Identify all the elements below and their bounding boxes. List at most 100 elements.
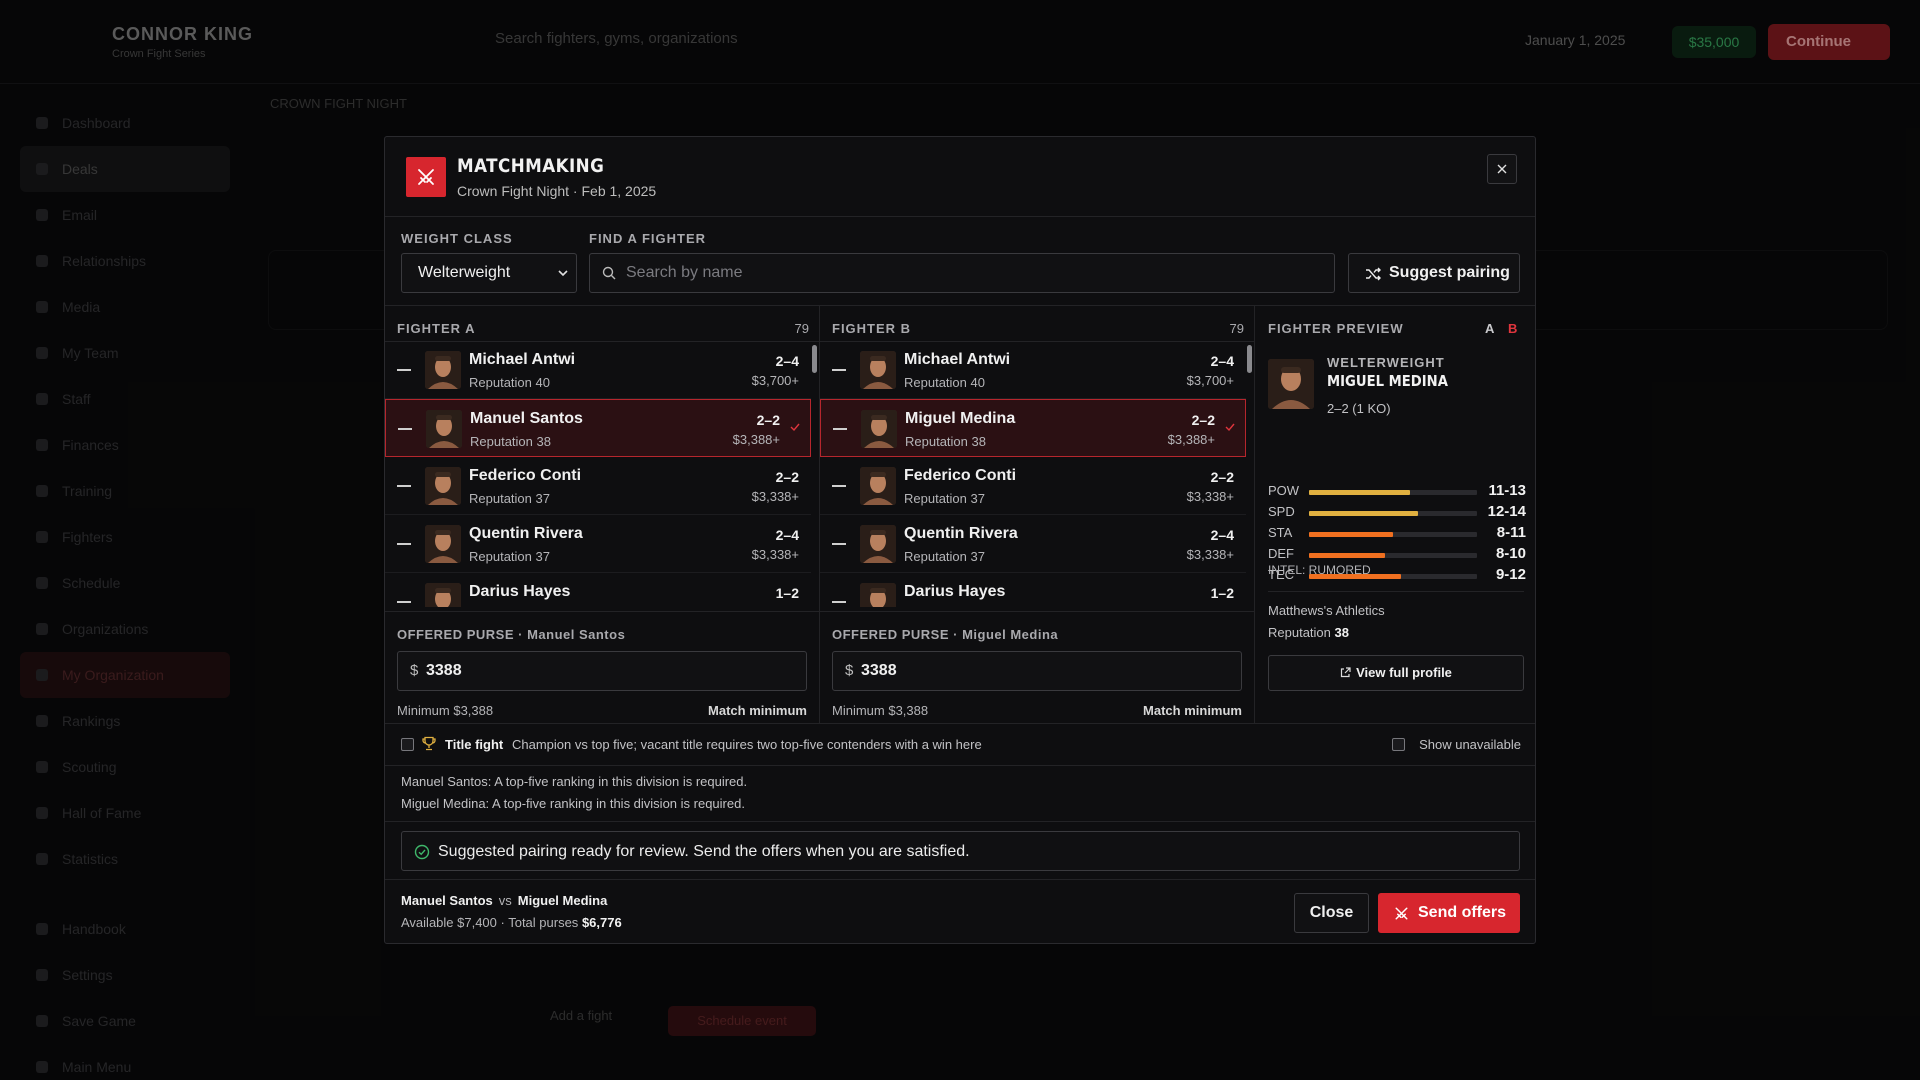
fighter-a-purse-input[interactable] — [426, 652, 796, 690]
sidebar-item: Fighters — [20, 514, 230, 560]
fighter-b-purse-label: OFFERED PURSE · Miguel Medina — [832, 627, 1059, 642]
fighter-price: $3,700+ — [751, 373, 799, 388]
fighter-avatar — [425, 583, 461, 607]
fighter-row[interactable]: Federico Conti Reputation 37 2–2 $3,338+ — [820, 457, 1246, 515]
add-fight-button: Add a fight — [550, 1008, 613, 1023]
stat-row: POW 11-13 — [1268, 482, 1526, 501]
check-icon — [790, 423, 800, 432]
column-divider — [819, 305, 820, 723]
fighter-row[interactable]: Federico Conti Reputation 37 2–2 $3,338+ — [385, 457, 811, 515]
weight-class-label: WEIGHT CLASS — [401, 231, 513, 246]
check-icon — [1225, 423, 1235, 432]
fighter-row[interactable]: Miguel Medina Reputation 38 2–2 $3,388+ — [820, 399, 1246, 457]
fighter-b-purse-field[interactable]: $ — [832, 651, 1242, 691]
preview-tabs: A B — [1485, 311, 1517, 347]
fighter-b-match-minimum-button[interactable]: Match minimum — [1143, 703, 1242, 718]
fighter-row[interactable]: Manuel Santos Reputation 38 2–2 $3,388+ — [385, 399, 811, 457]
fighter-name: Michael Antwi — [469, 351, 576, 368]
fighter-price: $3,338+ — [1186, 547, 1234, 562]
matchup-vs: vs — [498, 893, 512, 908]
fighter-reputation: Reputation 38 — [905, 434, 986, 449]
fighter-b-scrollbar[interactable] — [1247, 345, 1252, 373]
stat-bar-fill — [1309, 553, 1385, 558]
matchmaking-modal: MATCHMAKING Crown Fight Night · Feb 1, 2… — [384, 136, 1536, 944]
close-icon[interactable] — [1487, 154, 1517, 184]
balance-badge: $35,000 — [1672, 26, 1756, 58]
show-unavailable-checkbox[interactable] — [1392, 738, 1405, 751]
dash-icon — [397, 601, 411, 603]
fighter-row[interactable]: Quentin Rivera Reputation 37 2–4 $3,338+ — [820, 515, 1246, 573]
weight-class-select[interactable]: Welterweight — [401, 253, 577, 293]
stat-key: POW — [1268, 483, 1300, 498]
fighter-a-count: 79 — [794, 321, 809, 336]
matchup-summary: Manuel Santos vs Miguel Medina — [401, 893, 607, 908]
title-fight-description: Champion vs top five; vacant title requi… — [512, 737, 982, 752]
suggest-pairing-button[interactable]: Suggest pairing — [1348, 253, 1520, 293]
dash-icon — [397, 543, 411, 545]
fighter-a-match-minimum-button[interactable]: Match minimum — [708, 703, 807, 718]
fighter-record: 2–2 — [1210, 469, 1234, 485]
fighter-avatar — [860, 467, 896, 505]
fighter-row[interactable]: Michael Antwi Reputation 40 2–4 $3,700+ — [385, 341, 811, 399]
sidebar-item: Settings — [20, 952, 230, 998]
divider — [385, 611, 1254, 612]
fighter-search-field[interactable] — [589, 253, 1335, 293]
fighter-b-count: 79 — [1229, 321, 1244, 336]
stat-key: SPD — [1268, 504, 1295, 519]
fighter-avatar — [860, 525, 896, 563]
view-full-profile-button[interactable]: View full profile — [1268, 655, 1524, 691]
show-unavailable-label[interactable]: Show unavailable — [1419, 737, 1521, 752]
fighter-search-input[interactable] — [626, 254, 1326, 292]
fighter-price: $3,338+ — [751, 489, 799, 504]
fighter-name: Miguel Medina — [905, 410, 1016, 427]
fighter-row[interactable]: Quentin Rivera Reputation 37 2–4 $3,338+ — [385, 515, 811, 573]
tab-a[interactable]: A — [1485, 321, 1495, 336]
dash-icon — [398, 428, 412, 430]
sidebar-item: My Organization — [20, 652, 230, 698]
stat-bar-fill — [1309, 490, 1410, 495]
stat-value: 12-14 — [1487, 503, 1526, 520]
fighter-avatar — [860, 351, 896, 389]
fighter-row[interactable]: Darius HayesReputation 351–2$3,250+ — [820, 573, 1246, 607]
divider — [385, 305, 1535, 306]
fighter-avatar — [861, 410, 897, 448]
sidebar: Dashboard Deals Email Relationships Media My … — [20, 100, 230, 1080]
fighter-a-scrollbar[interactable] — [812, 345, 817, 373]
view-full-profile-label: View full profile — [1356, 665, 1452, 680]
stat-row: STA 8-11 — [1268, 524, 1526, 543]
stat-bar — [1309, 532, 1477, 537]
fighter-reputation: Reputation 40 — [469, 375, 550, 390]
close-button[interactable]: Close — [1294, 893, 1369, 933]
warning-fighter-b: Miguel Medina: A top-five ranking in thi… — [401, 796, 745, 811]
modal-subtitle: Crown Fight Night · Feb 1, 2025 — [457, 183, 657, 199]
title-fight-checkbox[interactable] — [401, 738, 414, 751]
fighter-row[interactable]: Michael Antwi Reputation 40 2–4 $3,700+ — [820, 341, 1246, 399]
crossed-swords-icon — [406, 157, 446, 197]
find-fighter-label: FIND A FIGHTER — [589, 231, 707, 246]
stat-value: 8-11 — [1496, 524, 1526, 541]
stat-bar — [1309, 574, 1477, 579]
stat-key: DEF — [1268, 546, 1294, 561]
fighter-reputation: Reputation 37 — [904, 491, 985, 506]
fighter-b-purse-input[interactable] — [861, 652, 1231, 690]
divider — [385, 879, 1535, 880]
global-search: Search fighters, gyms, organizations — [495, 30, 738, 47]
tab-b[interactable]: B — [1508, 321, 1518, 336]
schedule-event-button: Schedule event — [668, 1006, 816, 1036]
fighter-row[interactable]: Darius HayesReputation 351–2$3,250+ — [385, 573, 811, 607]
modal-header: MATCHMAKING Crown Fight Night · Feb 1, 2… — [385, 137, 1535, 217]
sidebar-item: Media — [20, 284, 230, 330]
fighter-price: $3,700+ — [1186, 373, 1234, 388]
fighter-record: 2–2 — [775, 469, 799, 485]
fighter-reputation: Reputation 37 — [469, 491, 550, 506]
brand-subtitle: Crown Fight Series — [112, 48, 206, 60]
fighter-record: 2–4 — [775, 353, 799, 369]
preview-record: 2–2 (1 KO) — [1327, 401, 1391, 416]
sidebar-item: Relationships — [20, 238, 230, 284]
fighter-price: $3,388+ — [732, 432, 780, 447]
send-offers-button[interactable]: Send offers — [1378, 893, 1520, 933]
stat-value: 8-10 — [1495, 545, 1526, 562]
fighter-a-purse-field[interactable]: $ — [397, 651, 807, 691]
reputation-value: 38 — [1334, 625, 1349, 640]
stat-key: TEC — [1268, 567, 1294, 582]
